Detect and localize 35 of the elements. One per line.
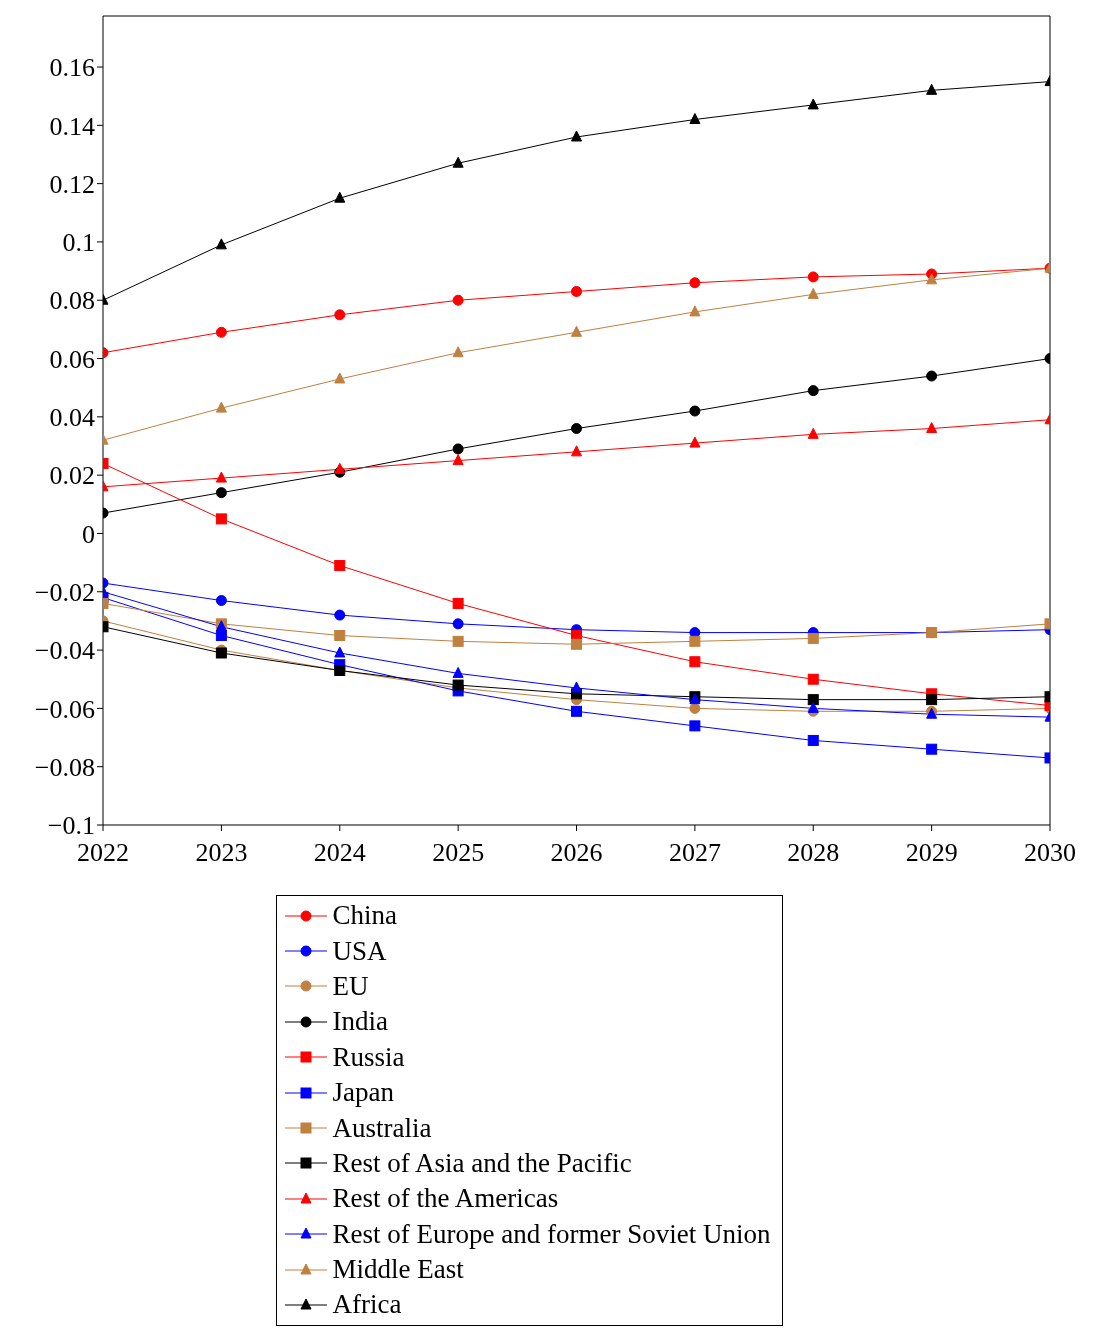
legend-label: Middle East	[332, 1254, 464, 1286]
y-tick-label: 0.16	[49, 53, 95, 83]
legend-label: Rest of Asia and the Pacific	[332, 1147, 632, 1179]
y-tick-label: −0.1	[47, 811, 95, 841]
x-tick-label: 2022	[77, 838, 129, 868]
legend-label: China	[332, 900, 398, 932]
legend-label: Russia	[332, 1041, 405, 1073]
y-tick-label: 0.04	[49, 403, 95, 433]
y-tick-label: 0.06	[49, 344, 95, 374]
y-tick-label: 0.14	[49, 111, 95, 141]
x-tick-label: 2024	[313, 838, 366, 868]
legend-label: Australia	[332, 1112, 432, 1144]
y-tick-label: −0.06	[34, 694, 95, 724]
x-tick-label: 2028	[787, 838, 840, 868]
x-tick-label: 2029	[905, 838, 958, 868]
x-tick-label: 2025	[432, 838, 485, 868]
x-tick-label: 2023	[195, 838, 248, 868]
legend-label: India	[332, 1006, 389, 1038]
y-tick-label: −0.08	[34, 752, 95, 782]
legend-label: EU	[332, 970, 369, 1002]
legend-label: USA	[332, 935, 387, 967]
y-tick-label: 0.1	[62, 228, 95, 258]
x-tick-label: 2030	[1024, 838, 1076, 868]
y-tick-label: 0	[82, 519, 95, 549]
legend-label: Japan	[332, 1077, 395, 1109]
legend-label: Rest of Europe and former Soviet Union	[332, 1218, 771, 1250]
y-tick-label: 0.12	[49, 169, 95, 199]
legend-label: Africa	[332, 1289, 402, 1321]
legend-label: Rest of the Americas	[332, 1183, 559, 1215]
x-tick-label: 2027	[668, 838, 721, 868]
x-tick-label: 2026	[550, 838, 603, 868]
y-tick-label: −0.02	[34, 578, 95, 607]
y-tick-label: −0.04	[34, 636, 95, 666]
y-tick-label: 0.02	[49, 461, 95, 491]
y-tick-label: 0.08	[49, 286, 95, 316]
